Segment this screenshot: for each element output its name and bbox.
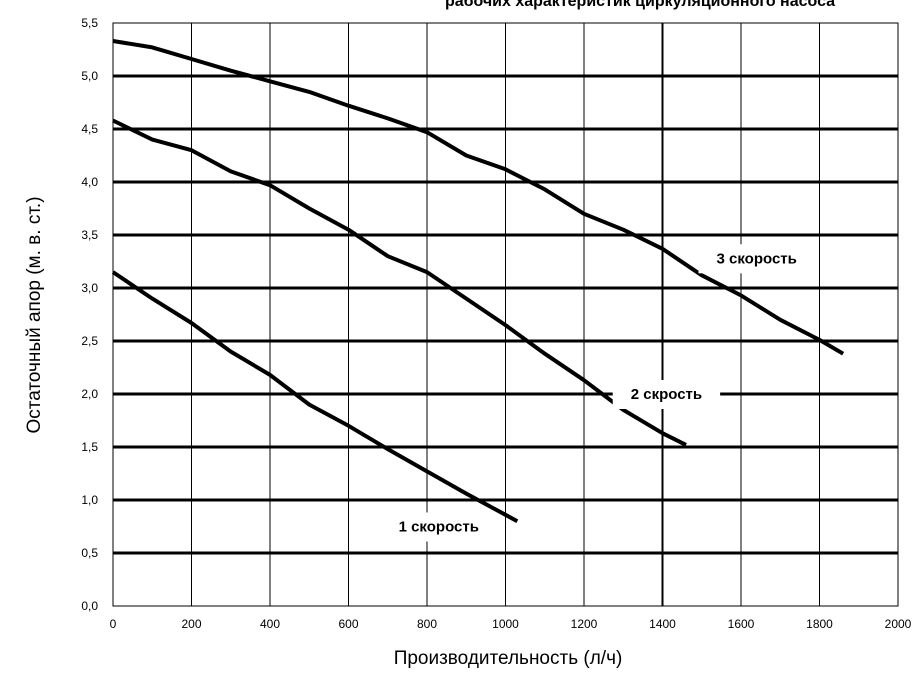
y-tick-label: 1,5 [81,440,98,454]
x-tick-label: 800 [417,617,437,631]
x-tick-label: 1600 [728,617,755,631]
y-tick-label: 5,0 [81,69,98,83]
y-tick-label: 3,5 [81,228,98,242]
y-tick-label: 0,5 [81,546,98,560]
y-tick-label: 4,0 [81,175,98,189]
series-label-text: 2 скрость [631,386,702,403]
series-label-1: 1 скорость [380,512,497,542]
series-label-2: 2 скрость [612,380,721,409]
x-tick-label: 0 [110,617,117,631]
series-label-background [698,244,815,274]
y-tick-label: 5,5 [81,16,98,30]
series-line-2 [112,118,687,447]
x-tick-label: 200 [181,617,201,631]
y-tick-label: 0,0 [81,599,98,613]
y-tick-label: 1,0 [81,493,98,507]
series-label-background [380,512,497,542]
y-tick-label: 2,0 [81,387,98,401]
x-tick-label: 1400 [649,617,676,631]
y-tick-label: 4,5 [81,122,98,136]
x-axis-title: Производительность (л/ч) [394,648,623,669]
x-tick-label: 1800 [806,617,833,631]
y-tick-label: 2,5 [81,334,98,348]
y-axis-title: Остаточный апор (м. в. ст.) [24,196,45,433]
chart-title: рабочих характеристик циркуляционного на… [445,0,835,10]
x-tick-label: 400 [260,617,280,631]
series-line-1 [111,270,519,523]
series-label-text: 1 скорость [399,519,479,536]
series-label-3: 3 скорость [698,244,815,274]
x-tick-label: 2000 [885,617,912,631]
x-tick-label: 1000 [492,617,519,631]
series-line-3 [112,39,845,356]
x-tick-label: 600 [338,617,358,631]
series-label-background [612,380,721,409]
series-label-text: 3 скорость [717,250,797,267]
y-tick-label: 3,0 [81,281,98,295]
x-tick-label: 1200 [571,617,598,631]
